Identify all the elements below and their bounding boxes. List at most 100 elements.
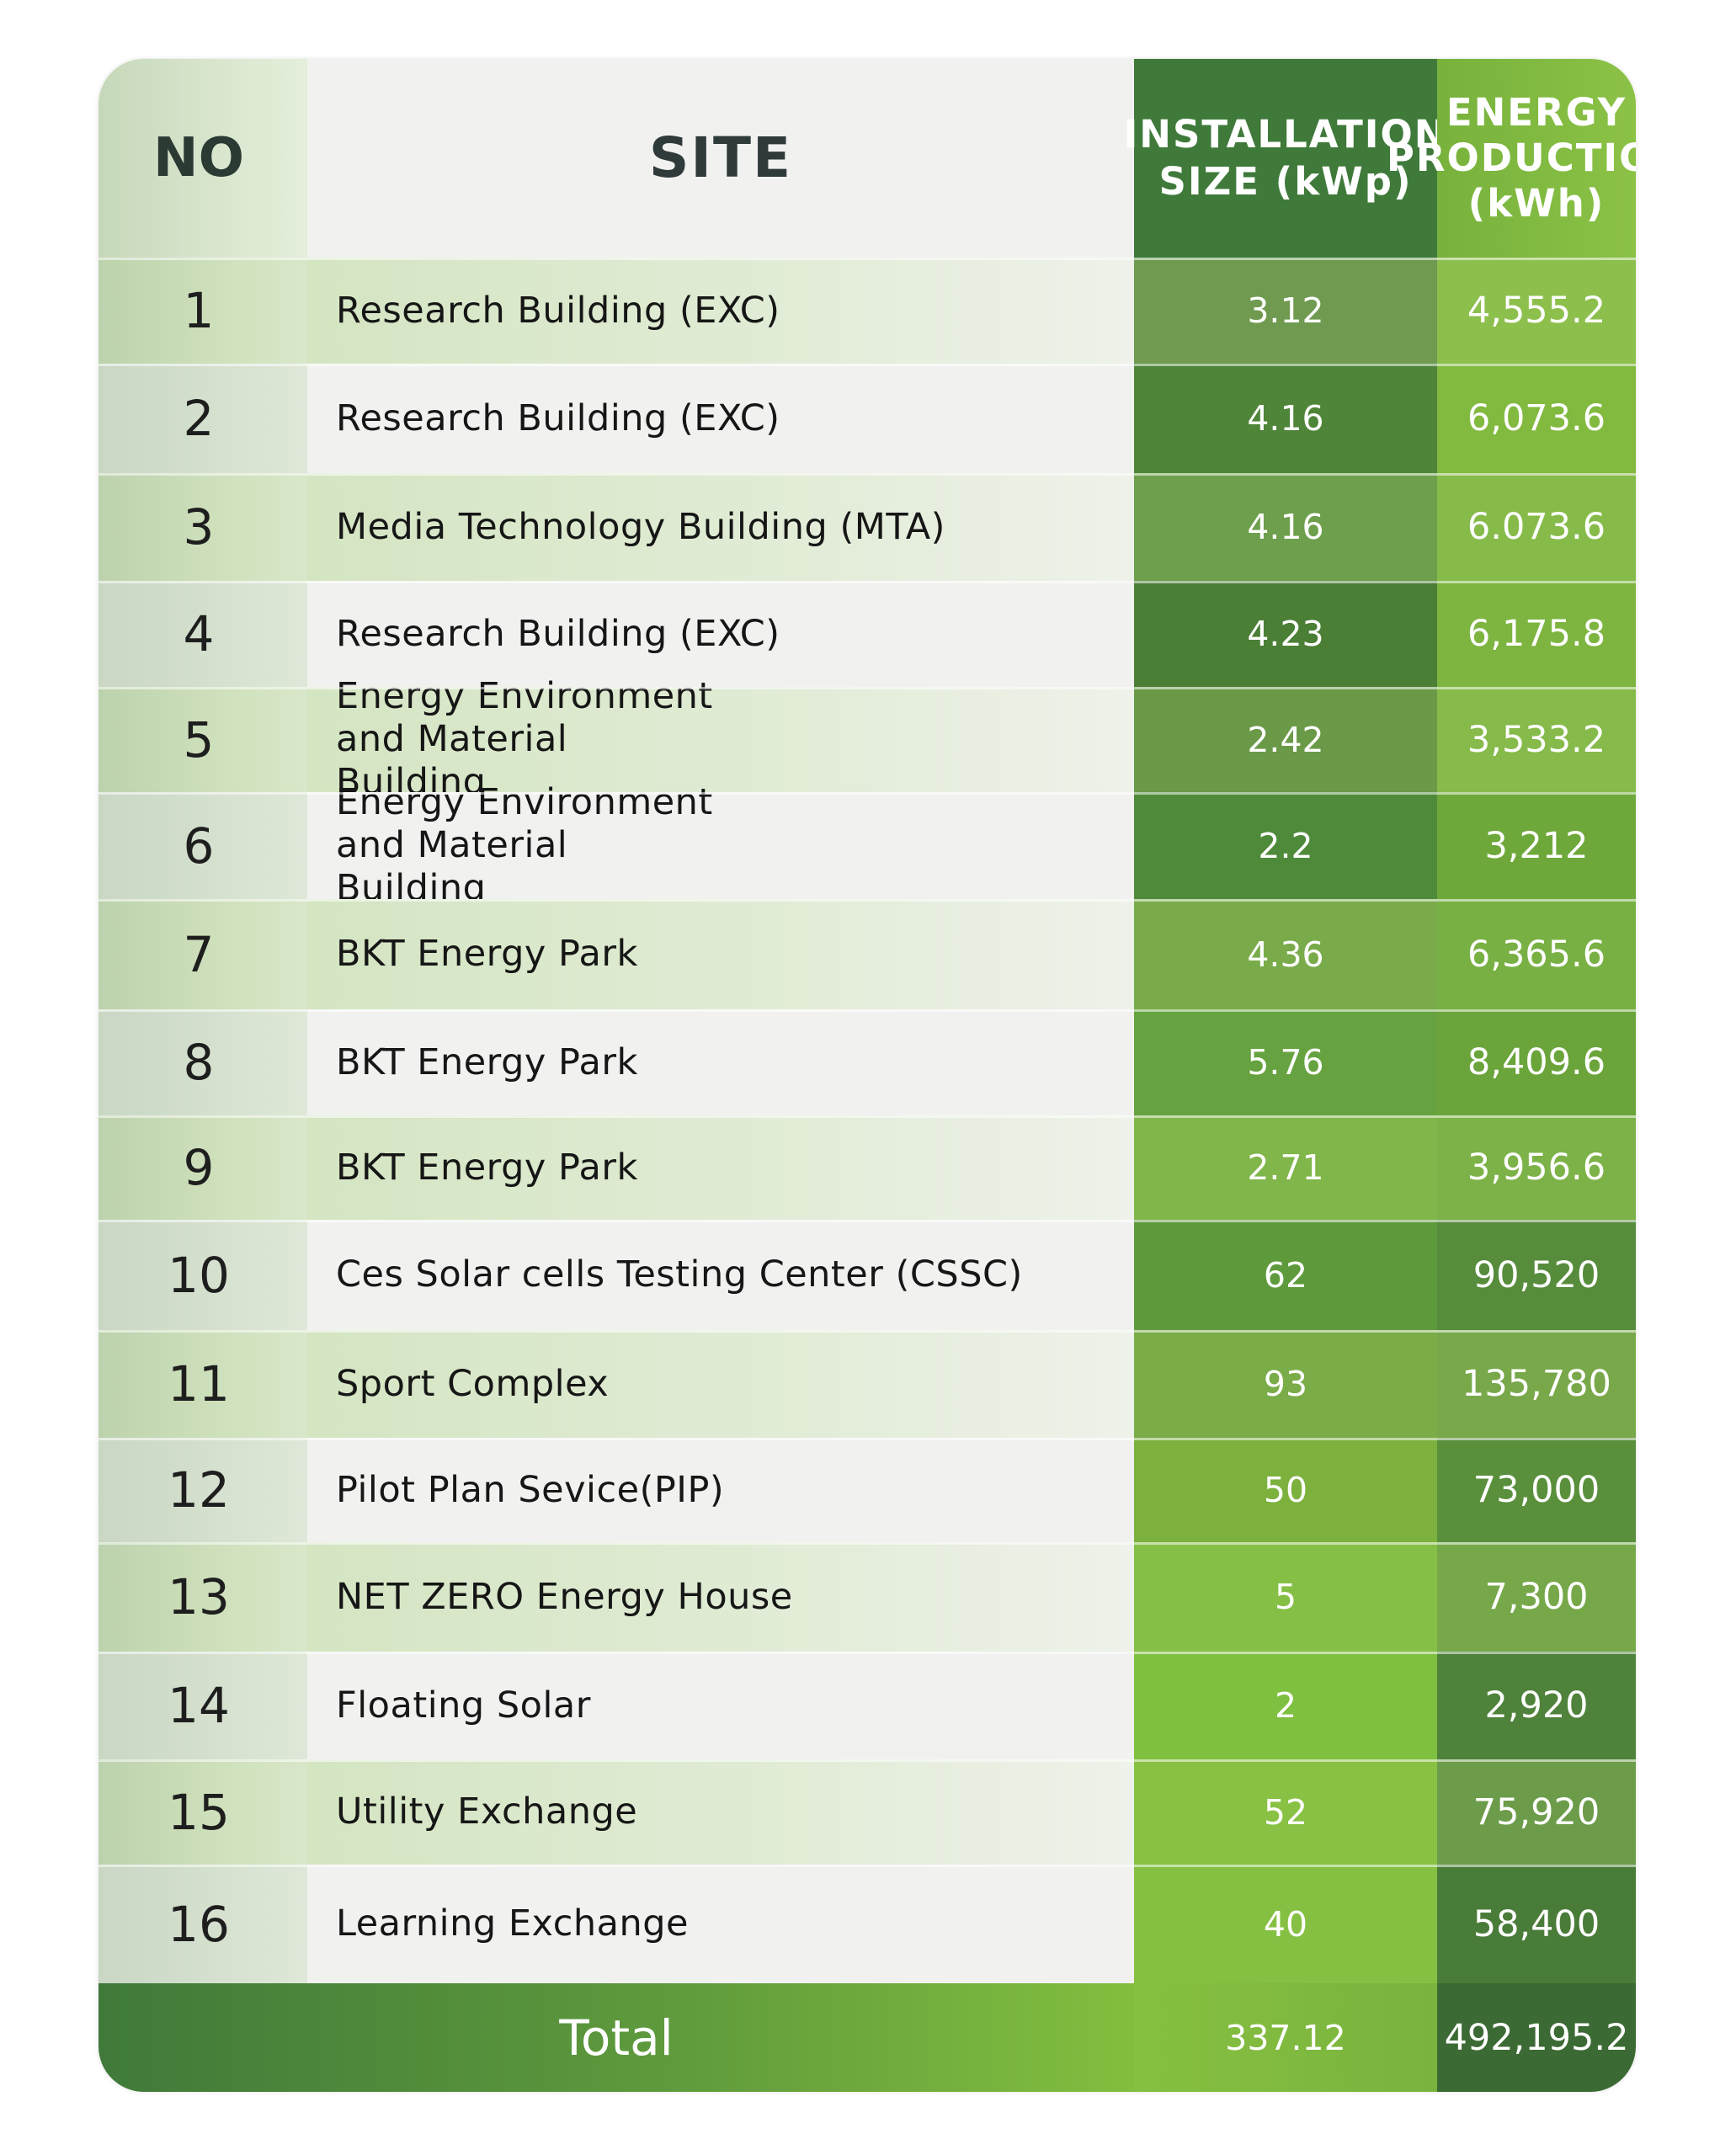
row-divider	[99, 1542, 1636, 1545]
row-energy-production: 3,533.2	[1437, 687, 1636, 792]
total-installation: 337.12	[1134, 1983, 1437, 2092]
row-site: Energy Environment and Material Building	[307, 781, 1134, 909]
row-divider	[99, 899, 1636, 902]
row-energy-production: 6,073.6	[1437, 364, 1636, 473]
row-divider	[99, 581, 1636, 583]
header-energy-production: ENERGY PRODUCTION (kWh)	[1387, 59, 1636, 258]
header-site: SITE	[307, 59, 1134, 258]
row-site: Ces Solar cells Testing Center (CSSC)	[307, 1220, 1134, 1330]
row-no: 9	[99, 1115, 307, 1220]
row-installation-size: 4.16	[1134, 364, 1437, 473]
row-no: 16	[99, 1865, 307, 1983]
row-installation-size: 52	[1134, 1759, 1437, 1865]
row-site: Research Building (EXC)	[307, 581, 1134, 687]
table-row: 15 Utility Exchange 52 75,920	[99, 1759, 1636, 1865]
row-energy-production: 135,780	[1437, 1330, 1636, 1438]
row-energy-production: 73,000	[1437, 1438, 1636, 1542]
header-energy-line3: (kWh)	[1467, 181, 1606, 226]
row-no: 8	[99, 1009, 307, 1115]
row-installation-size: 2.71	[1134, 1115, 1437, 1220]
row-site: Sport Complex	[307, 1330, 1134, 1438]
row-site: BKT Energy Park	[307, 1009, 1134, 1115]
header-energy-line2: PRODUCTION	[1386, 136, 1636, 180]
row-installation-size: 5.76	[1134, 1009, 1437, 1115]
row-divider	[99, 473, 1636, 476]
row-no: 3	[99, 473, 307, 581]
table-row: 1 Research Building (EXC) 3.12 4,555.2	[99, 258, 1636, 364]
row-energy-production: 6.073.6	[1437, 473, 1636, 581]
row-installation-size: 62	[1134, 1220, 1437, 1330]
table-row: 2 Research Building (EXC) 4.16 6,073.6	[99, 364, 1636, 473]
table-row: 8 BKT Energy Park 5.76 8,409.6	[99, 1009, 1636, 1115]
row-no: 6	[99, 792, 307, 899]
row-energy-production: 3,212	[1437, 792, 1636, 899]
table-row: 7 BKT Energy Park 4.36 6,365.6	[99, 899, 1636, 1009]
table-row: 4 Research Building (EXC) 4.23 6,175.8	[99, 581, 1636, 687]
table-row: 10 Ces Solar cells Testing Center (CSSC) 6…	[99, 1220, 1636, 1330]
total-row: Total 337.12 492,195.2	[99, 1983, 1636, 2092]
row-site: BKT Energy Park	[307, 899, 1134, 1009]
row-site: Pilot Plan Sevice(PIP)	[307, 1438, 1134, 1542]
row-no: 7	[99, 899, 307, 1009]
row-installation-size: 40	[1134, 1865, 1437, 1983]
row-site: Media Technology Building (MTA)	[307, 473, 1134, 581]
row-divider	[99, 1220, 1636, 1222]
row-installation-size: 4.16	[1134, 473, 1437, 581]
row-divider	[99, 258, 1636, 260]
row-site: Utility Exchange	[307, 1759, 1134, 1865]
row-no: 2	[99, 364, 307, 473]
row-no: 11	[99, 1330, 307, 1438]
row-no: 15	[99, 1759, 307, 1865]
row-divider	[99, 1438, 1636, 1440]
row-no: 12	[99, 1438, 307, 1542]
row-energy-production: 2,920	[1437, 1652, 1636, 1759]
row-divider	[99, 1865, 1636, 1867]
header-installation-line2: SIZE (kWp)	[1158, 159, 1413, 204]
row-installation-size: 5	[1134, 1542, 1437, 1652]
row-energy-production: 75,920	[1437, 1759, 1636, 1865]
row-no: 5	[99, 687, 307, 792]
row-divider	[99, 1652, 1636, 1654]
row-installation-size: 4.23	[1134, 581, 1437, 687]
row-energy-production: 90,520	[1437, 1220, 1636, 1330]
header-no: NO	[99, 59, 307, 258]
row-energy-production: 58,400	[1437, 1865, 1636, 1983]
row-site: NET ZERO Energy House	[307, 1542, 1134, 1652]
table-row: 3 Media Technology Building (MTA) 4.16 6.07…	[99, 473, 1636, 581]
table-row: 14 Floating Solar 2 2,920	[99, 1652, 1636, 1759]
table-row: 9 BKT Energy Park 2.71 3,956.6	[99, 1115, 1636, 1220]
row-site: Research Building (EXC)	[307, 258, 1134, 364]
row-divider	[99, 1759, 1636, 1762]
row-energy-production: 8,409.6	[1437, 1009, 1636, 1115]
row-site: Floating Solar	[307, 1652, 1134, 1759]
total-energy: 492,195.2	[1437, 1983, 1636, 2092]
row-energy-production: 7,300	[1437, 1542, 1636, 1652]
row-no: 13	[99, 1542, 307, 1652]
row-site: Learning Exchange	[307, 1865, 1134, 1983]
row-energy-production: 4,555.2	[1437, 258, 1636, 364]
row-site: Energy Environment and Material Building	[307, 675, 1134, 803]
row-energy-production: 6,365.6	[1437, 899, 1636, 1009]
total-label: Total	[99, 1983, 1134, 2092]
row-divider	[99, 1330, 1636, 1333]
row-installation-size: 93	[1134, 1330, 1437, 1438]
row-no: 4	[99, 581, 307, 687]
table-row: 13 NET ZERO Energy House 5 7,300	[99, 1542, 1636, 1652]
row-no: 10	[99, 1220, 307, 1330]
row-divider	[99, 1009, 1636, 1012]
row-divider	[99, 1115, 1636, 1118]
row-energy-production: 3,956.6	[1437, 1115, 1636, 1220]
row-energy-production: 6,175.8	[1437, 581, 1636, 687]
row-installation-size: 50	[1134, 1438, 1437, 1542]
row-installation-size: 2.42	[1134, 687, 1437, 792]
row-no: 14	[99, 1652, 307, 1759]
table-header: NO SITE INSTALLATION SIZE (kWp) ENERGY P…	[99, 59, 1636, 258]
table-row: 6 Energy Environment and Material Buildin…	[99, 781, 1636, 909]
row-divider	[99, 364, 1636, 366]
row-site: Research Building (EXC)	[307, 364, 1134, 473]
header-energy-line1: ENERGY	[1446, 90, 1627, 135]
row-divider	[99, 687, 1636, 689]
row-no: 1	[99, 258, 307, 364]
header-installation-size: INSTALLATION SIZE (kWp)	[1124, 59, 1446, 258]
row-site: BKT Energy Park	[307, 1115, 1134, 1220]
